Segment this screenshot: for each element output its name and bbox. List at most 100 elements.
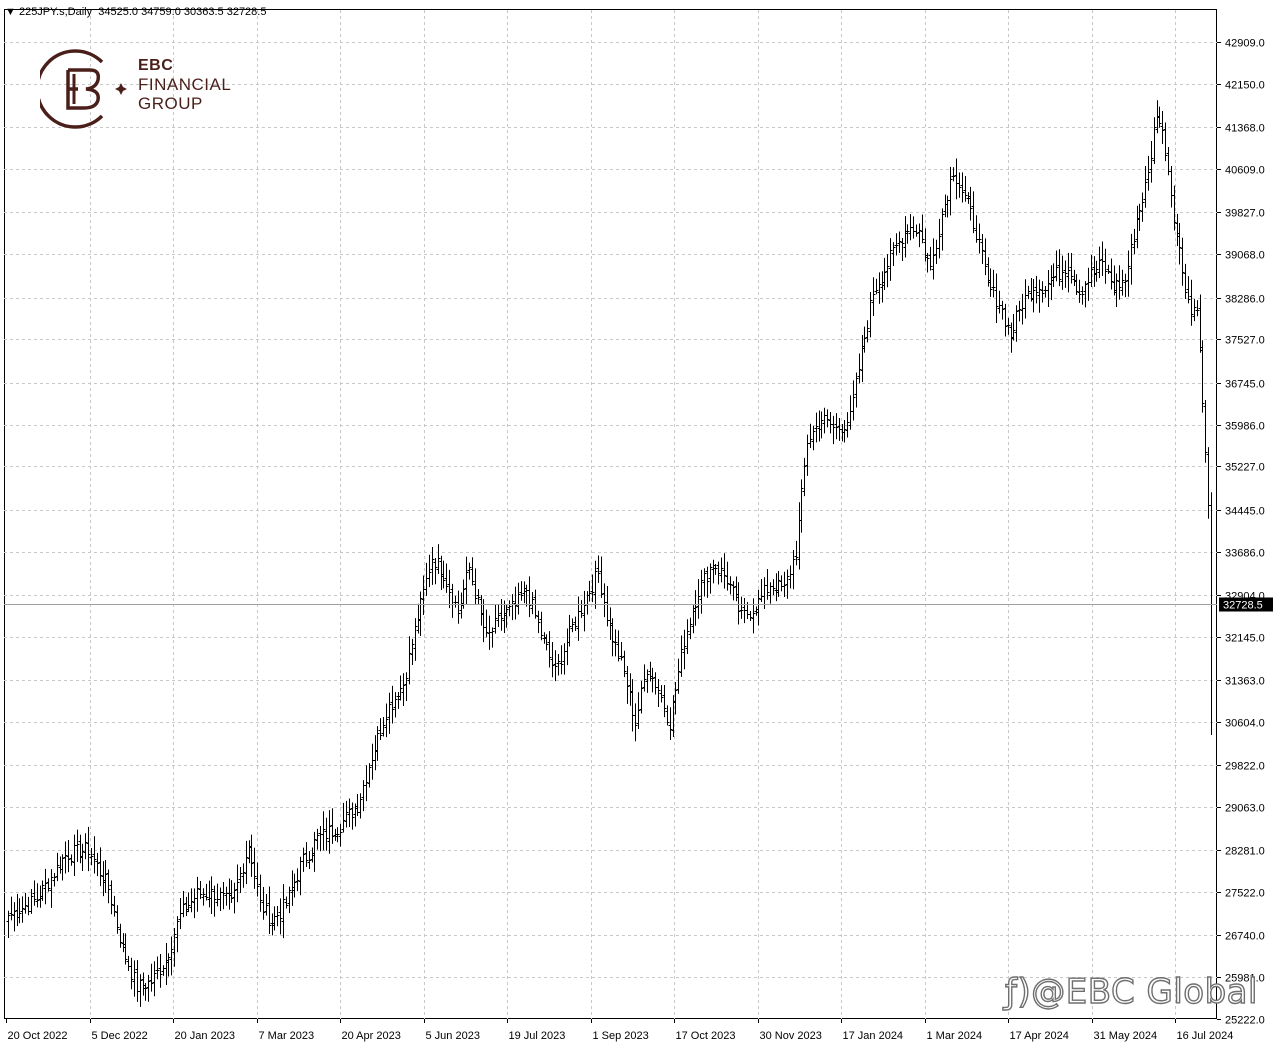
ohlc-bar <box>691 605 696 634</box>
ohlc-bar <box>928 246 933 271</box>
ohlc-bar <box>504 604 509 628</box>
ohlc-bar <box>728 576 733 595</box>
ohlc-bar <box>590 574 595 603</box>
ohlc-bar <box>292 873 297 898</box>
x-tick-label: 20 Apr 2023 <box>342 1030 401 1042</box>
ohlc-bar <box>596 555 601 583</box>
ohlc-bar <box>281 884 286 939</box>
price-axis: 42909.0 42150.0 41368.0 40609.0 39827.0 39068… <box>1217 38 1265 1027</box>
ohlc-bar <box>868 291 873 338</box>
ohlc-bar <box>834 413 839 440</box>
ohlc-bar <box>502 600 507 634</box>
ohlc-bar <box>49 869 54 908</box>
ohlc-bar <box>708 563 713 594</box>
ohlc-bar <box>1152 117 1157 164</box>
ohlc-bar <box>72 834 77 876</box>
ohlc-bar <box>166 953 171 977</box>
ohlc-bar <box>26 896 31 916</box>
ohlc-bar <box>860 335 865 383</box>
y-tick-label: 26740.0 <box>1225 931 1265 943</box>
ohlc-bar <box>739 596 744 619</box>
ohlc-bar <box>562 643 567 675</box>
ohlc-bar <box>702 568 707 597</box>
ohlc-bar <box>731 581 736 601</box>
ohlc-bar <box>519 581 524 601</box>
ohlc-bar <box>1000 300 1005 320</box>
ohlc-bar <box>479 595 484 626</box>
ohlc-bar <box>957 172 962 198</box>
ohlc-bar <box>948 166 953 216</box>
ohlc-bar <box>986 257 991 287</box>
ohlc-bar <box>877 272 882 304</box>
ohlc-bar <box>971 191 976 234</box>
ohlc-bar <box>1100 241 1105 276</box>
ohlc-bar <box>98 847 103 887</box>
symbol-label: 225JPY.s,Daily <box>18 6 93 18</box>
ohlc-bar <box>275 905 280 927</box>
ohlc-bar <box>1103 248 1108 284</box>
current-price-box <box>1219 597 1273 612</box>
ohlc-bar <box>393 692 398 718</box>
ohlc-bar <box>92 836 97 874</box>
ohlc-bar <box>593 560 598 609</box>
ohlc-bar <box>341 802 346 833</box>
ohlc-bar <box>905 224 910 244</box>
ohlc-bar <box>184 896 189 917</box>
ohlc-bar <box>808 423 813 449</box>
ohlc-bar <box>639 680 644 714</box>
ohlc-bar <box>367 763 372 788</box>
ohlc-bar <box>842 419 847 443</box>
ohlc-bar <box>321 811 326 851</box>
ohlc-bar <box>1080 286 1085 305</box>
ohlc-bar <box>785 569 790 599</box>
watermark: ƒ)@EBC Global <box>1004 971 1258 1012</box>
ohlc-bar <box>1203 400 1208 463</box>
ohlc-bar <box>413 618 418 661</box>
ohlc-bar <box>295 868 300 892</box>
ohlc-bar <box>181 891 186 918</box>
ebc-logo: EBC FINANCIAL GROUP <box>35 44 250 134</box>
ohlc-bar <box>370 743 375 780</box>
ohlc-bar <box>398 675 403 701</box>
ohlc-bar <box>530 592 535 615</box>
x-tick-label: 20 Jan 2023 <box>175 1030 236 1042</box>
ohlc-bar <box>636 692 641 730</box>
ohlc-bar <box>900 238 905 261</box>
ohlc-bar <box>221 882 226 910</box>
ohlc-bar <box>129 957 134 990</box>
ohlc-bar <box>476 589 481 605</box>
ohlc-bar <box>470 557 475 586</box>
ohlc-bar <box>484 609 489 638</box>
ohlc-bar <box>401 673 406 706</box>
ohlc-bar <box>943 194 948 218</box>
ohlc-readout: 34525.0 34759.0 30363.5 32728.5 <box>98 6 267 18</box>
ohlc-bar <box>441 560 446 589</box>
ohlc-bar <box>1026 285 1031 300</box>
ohlc-bar <box>1011 313 1016 341</box>
ohlc-bar <box>378 718 383 740</box>
ohlc-bar <box>903 216 908 258</box>
ohlc-bar <box>456 590 461 624</box>
ohlc-bar <box>668 707 673 741</box>
ohlc-bar <box>1192 299 1197 322</box>
ohlc-bar <box>135 960 140 1002</box>
ohlc-bar <box>527 576 532 618</box>
ohlc-bar <box>945 195 950 218</box>
ohlc-bars <box>6 100 1214 1007</box>
ohlc-bar <box>335 827 340 843</box>
dropdown-triangle-icon[interactable]: ▼ <box>5 6 16 18</box>
ohlc-bar <box>1051 263 1056 287</box>
ohlc-bar <box>648 661 653 682</box>
ohlc-bar <box>931 238 936 280</box>
ohlc-bar <box>713 563 718 575</box>
ohlc-bar <box>885 254 890 288</box>
ohlc-bar <box>439 555 444 591</box>
ohlc-bar <box>1157 106 1162 128</box>
ohlc-bar <box>315 828 320 850</box>
ohlc-bar <box>189 888 194 913</box>
ohlc-bar <box>622 650 627 678</box>
ohlc-bar <box>490 627 495 648</box>
ohlc-bar <box>169 936 174 976</box>
ohlc-bar <box>418 591 423 637</box>
